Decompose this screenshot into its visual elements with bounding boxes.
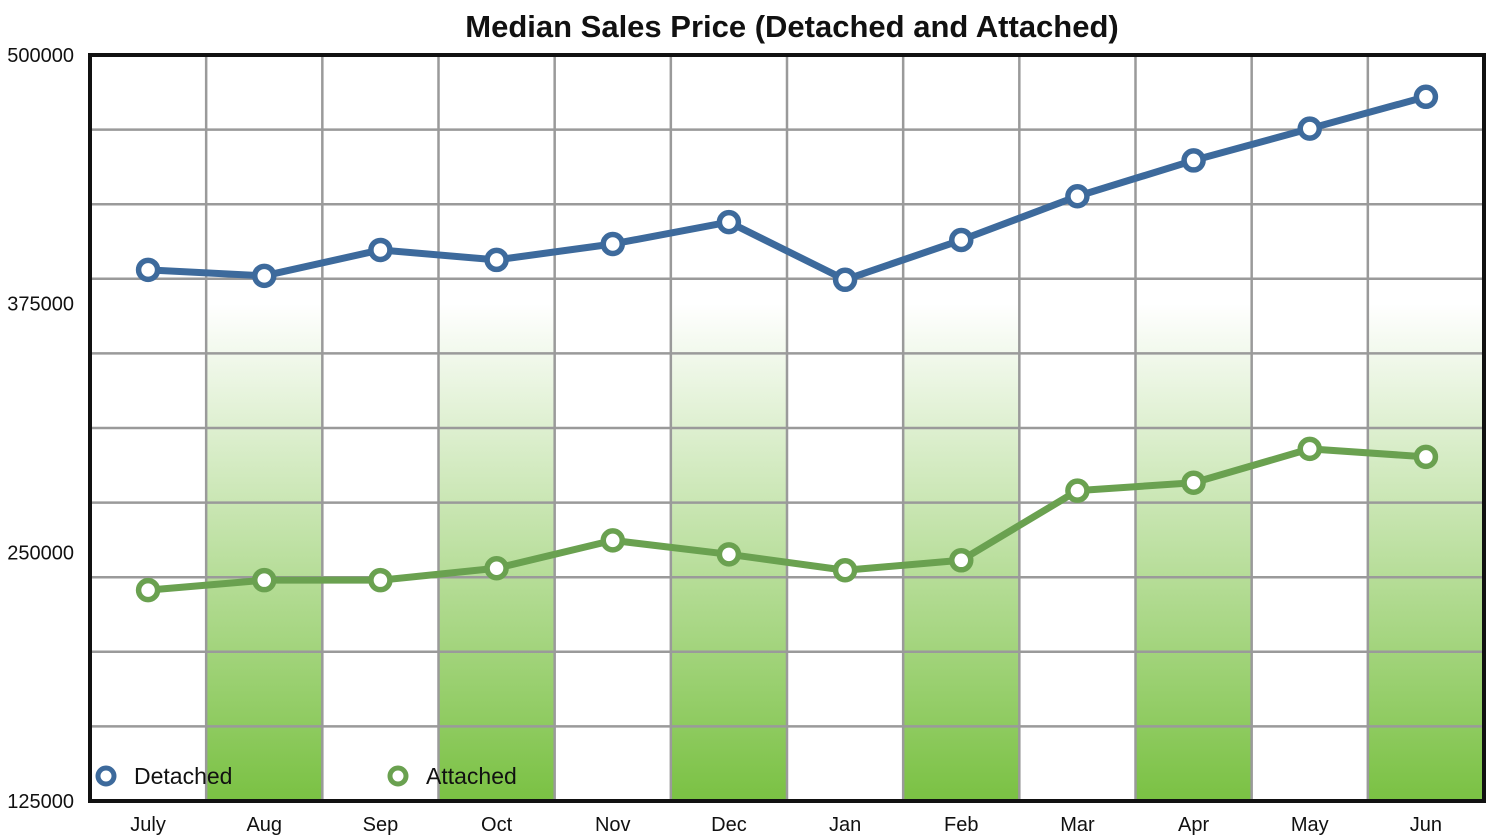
detached-data-point: [832, 267, 858, 293]
background-band: [1367, 303, 1484, 801]
chart-title: Median Sales Price (Detached and Attache…: [465, 9, 1118, 44]
y-tick-label: 250000: [7, 542, 74, 564]
x-tick-label: Jun: [1410, 814, 1442, 836]
x-tick-label: Feb: [944, 814, 978, 836]
attached-data-point: [1181, 470, 1206, 495]
legend-label-attached: Attached: [426, 763, 517, 789]
x-tick-label: Oct: [481, 814, 513, 836]
x-axis-ticks: July Aug Sep Oct Nov Dec Jan Feb Mar Apr May Jun: [130, 814, 1442, 836]
y-tick-label: 500000: [7, 45, 74, 67]
detached-series-line: [144, 93, 1430, 284]
background-band: [206, 303, 323, 801]
attached-data-point: [1297, 436, 1322, 462]
detached-data-point: [1181, 148, 1206, 173]
attached-data-point: [600, 528, 625, 553]
attached-data-point: [832, 557, 858, 583]
detached-data-point: [716, 209, 742, 235]
x-tick-label: Mar: [1060, 814, 1095, 836]
x-tick-label: Jan: [829, 814, 861, 836]
attached-data-point: [135, 577, 161, 603]
background-band: [438, 303, 555, 801]
detached-data-point: [484, 247, 509, 273]
x-tick-label: Dec: [711, 814, 747, 836]
detached-data-point: [135, 257, 161, 283]
legend-marker-detached: [95, 765, 117, 787]
attached-data-point: [484, 555, 509, 581]
y-axis-ticks: 125000 250000 375000 500000: [7, 45, 74, 813]
background-band: [1135, 303, 1252, 801]
x-tick-label: Apr: [1178, 814, 1209, 836]
detached-data-point: [1297, 116, 1322, 141]
legend: Detached Attached: [95, 763, 517, 789]
detached-data-point: [1065, 183, 1090, 209]
attached-data-point: [252, 567, 277, 593]
x-tick-label: Sep: [363, 814, 399, 836]
x-tick-label: Nov: [595, 814, 631, 836]
attached-series-line: [144, 445, 1430, 594]
legend-label-detached: Detached: [134, 763, 232, 789]
x-tick-label: July: [130, 814, 166, 836]
detached-data-point: [1413, 84, 1439, 110]
series-layer: [135, 84, 1439, 603]
detached-data-point: [252, 263, 277, 289]
detached-data-point: [949, 227, 974, 253]
x-tick-label: May: [1291, 814, 1329, 836]
y-tick-label: 375000: [7, 294, 74, 316]
detached-data-point: [600, 231, 625, 257]
attached-data-point: [1065, 478, 1090, 503]
x-tick-label: Aug: [246, 814, 282, 836]
background-bands: [206, 303, 1484, 801]
attached-data-point: [368, 567, 393, 593]
attached-data-point: [1413, 444, 1439, 470]
y-tick-label: 125000: [7, 791, 74, 813]
legend-item-attached: Attached: [387, 763, 517, 789]
attached-data-point: [949, 548, 974, 573]
legend-marker-attached: [387, 765, 409, 787]
plot-border: [88, 53, 1486, 803]
attached-data-point: [716, 542, 742, 567]
legend-item-detached: Detached: [95, 763, 232, 789]
detached-data-point: [368, 237, 393, 263]
